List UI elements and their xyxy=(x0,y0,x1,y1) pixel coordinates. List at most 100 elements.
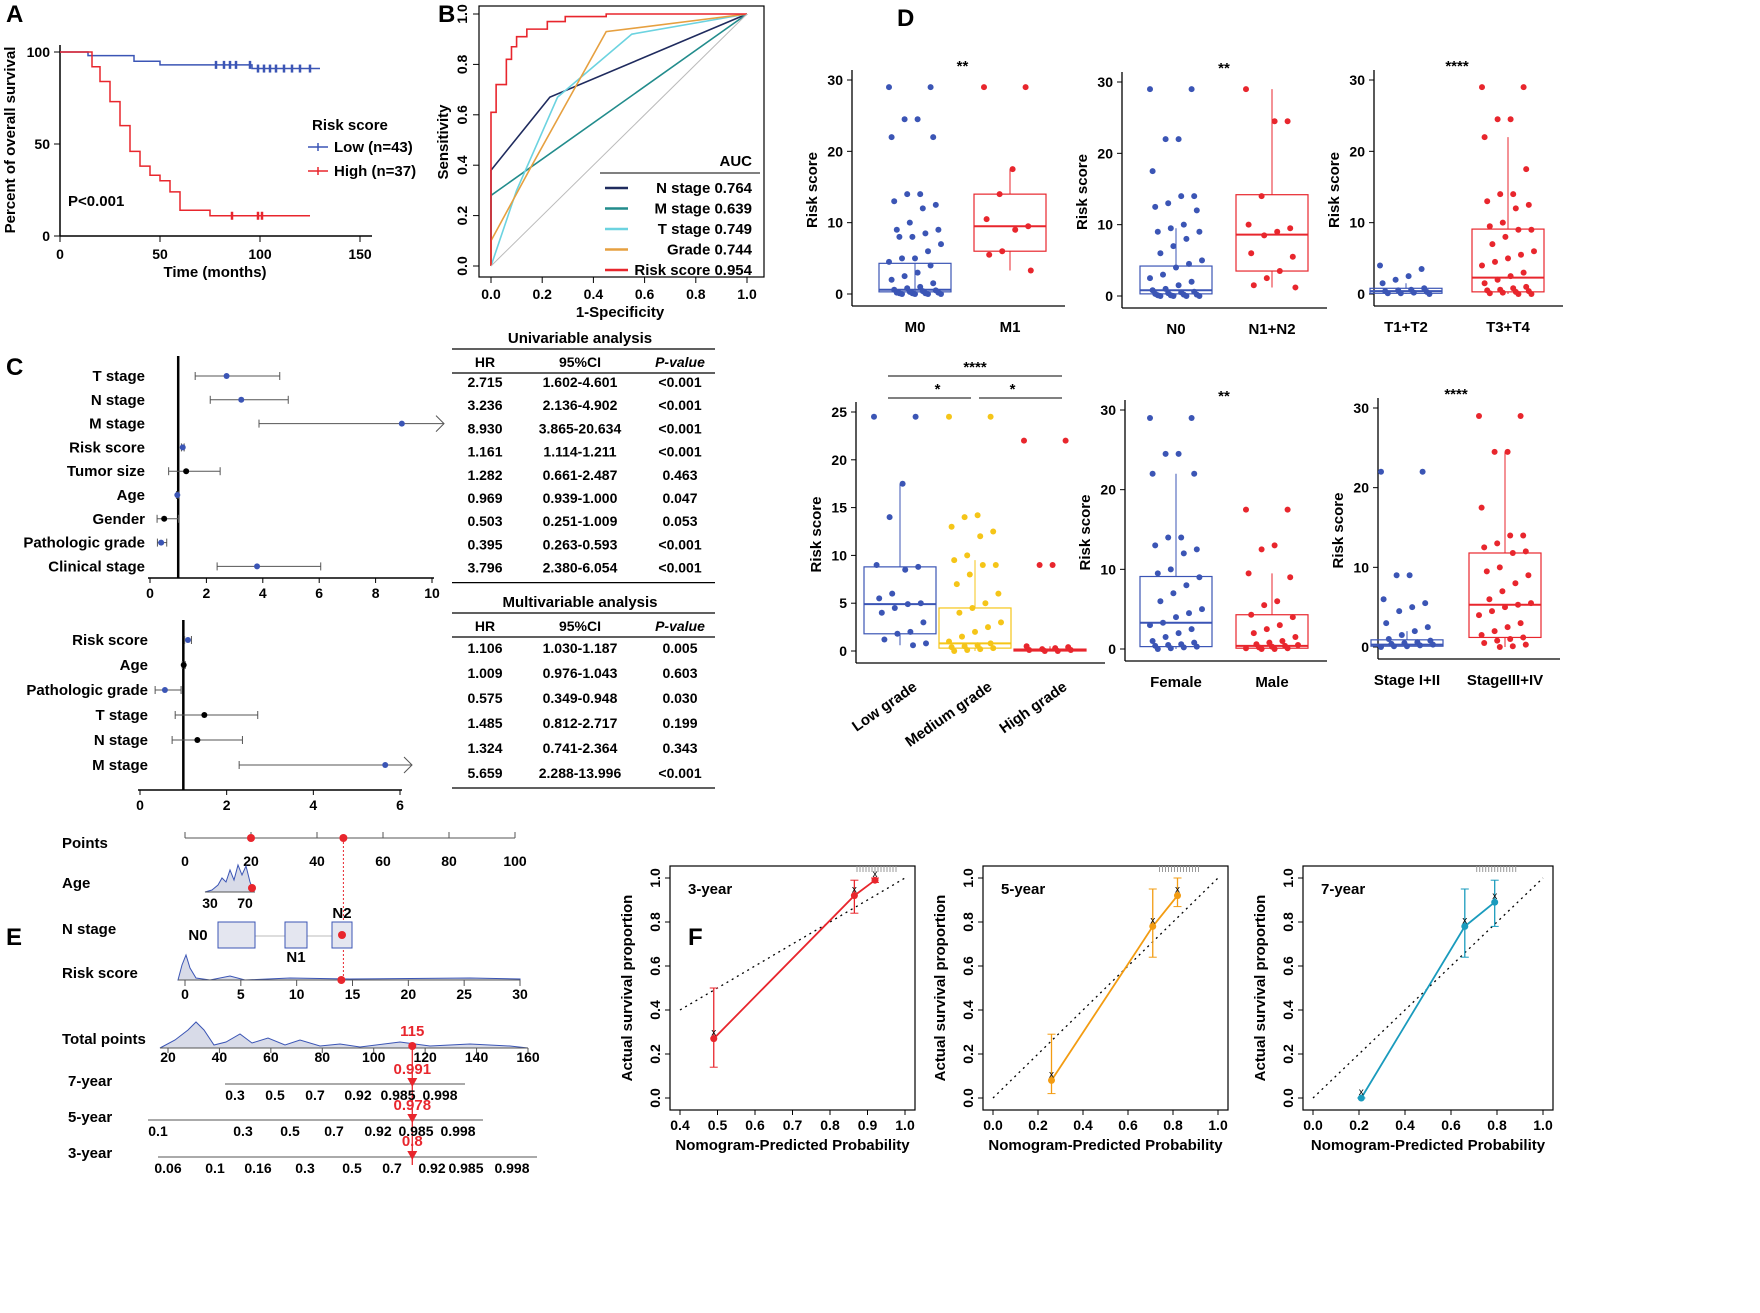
table-cell-ci: 2.380-6.054 xyxy=(543,560,618,576)
risk-tick-label: 10 xyxy=(289,986,305,1002)
data-point xyxy=(1160,271,1166,278)
y-tick-label: 1.0 xyxy=(1280,868,1296,888)
data-point xyxy=(1274,598,1281,605)
y-tick-label: 0 xyxy=(1108,641,1116,657)
data-point xyxy=(927,84,934,91)
y-tick-label: 20 xyxy=(1097,145,1113,161)
data-point xyxy=(1476,612,1482,619)
plot-frame xyxy=(982,865,1229,1111)
group-label: T3+T4 xyxy=(1486,319,1530,336)
survival-value: 0.8 xyxy=(402,1133,423,1150)
data-point xyxy=(1284,645,1291,652)
data-point xyxy=(1292,634,1299,641)
x-tick-label: 6 xyxy=(315,585,323,601)
data-point xyxy=(1494,540,1501,547)
data-point xyxy=(1276,268,1283,275)
forest-row-label: T stage xyxy=(92,368,145,385)
survival-tick-label: 0.998 xyxy=(494,1160,529,1176)
nomogram-row-label: Points xyxy=(62,835,108,852)
risk-tick-label: 30 xyxy=(512,986,528,1002)
data-point xyxy=(1486,290,1493,297)
data-point xyxy=(1507,116,1514,123)
data-point xyxy=(1505,255,1511,262)
data-point xyxy=(1517,620,1524,627)
data-point xyxy=(1165,534,1172,541)
data-point xyxy=(1012,226,1019,233)
data-point xyxy=(1188,86,1195,93)
data-point xyxy=(1517,412,1524,419)
hr-point xyxy=(161,515,168,522)
sig-stars: **** xyxy=(1444,386,1468,403)
data-point xyxy=(1492,258,1498,265)
calibration-title: 3-year xyxy=(688,881,732,898)
forest-row-label: Gender xyxy=(92,511,145,528)
x-tick-label: 8 xyxy=(372,585,380,601)
total-tick-label: 120 xyxy=(413,1049,437,1065)
data-point xyxy=(1186,260,1192,267)
data-point xyxy=(1494,276,1501,283)
data-point xyxy=(951,648,958,654)
bias-corrected-mark: x xyxy=(1492,891,1497,902)
data-point xyxy=(1504,624,1511,631)
x-tick-label: 0.8 xyxy=(1163,1117,1183,1133)
data-point xyxy=(1518,251,1524,258)
risk-tick-label: 5 xyxy=(237,986,245,1002)
y-tick-label: 1.0 xyxy=(454,4,470,24)
table-header: P-value xyxy=(655,618,705,634)
data-point xyxy=(1188,626,1195,633)
y-tick-label: 0.0 xyxy=(454,256,470,276)
panel-label-f: F xyxy=(688,924,703,951)
data-point xyxy=(1271,542,1278,549)
forest-row-label: Age xyxy=(117,487,145,504)
data-point xyxy=(1520,634,1527,641)
y-tick-label: 0.8 xyxy=(1280,912,1296,932)
points-tick-label: 0 xyxy=(181,853,189,869)
y-tick-label: 0.0 xyxy=(647,1088,663,1108)
y-axis-label: Actual survival proportion xyxy=(1252,895,1269,1082)
hr-point xyxy=(180,662,187,668)
x-tick-label: 1.0 xyxy=(737,286,757,302)
x-tick-label: 0.0 xyxy=(481,286,501,302)
data-point xyxy=(1520,532,1527,539)
group-label: M0 xyxy=(905,319,926,336)
data-point xyxy=(1022,84,1029,91)
legend-entry: High (n=37) xyxy=(334,163,416,180)
bias-corrected-mark: x xyxy=(873,869,878,880)
box xyxy=(1235,194,1309,272)
data-point xyxy=(1196,574,1203,581)
y-tick-label: 0.4 xyxy=(454,155,470,175)
data-point xyxy=(1165,200,1172,207)
data-point xyxy=(914,116,921,123)
data-point xyxy=(1528,600,1534,607)
data-point xyxy=(1418,266,1425,273)
y-axis-label: Actual survival proportion xyxy=(619,895,636,1082)
x-tick-label: 0.4 xyxy=(1395,1117,1415,1133)
data-point xyxy=(1258,546,1265,553)
survival-value: 0.991 xyxy=(394,1061,432,1078)
y-tick-label: 10 xyxy=(1100,561,1116,577)
age-density xyxy=(204,863,255,893)
data-point xyxy=(1507,636,1514,643)
y-tick-label: 20 xyxy=(827,143,843,159)
data-point xyxy=(904,191,911,198)
data-point xyxy=(1196,228,1203,235)
hr-point xyxy=(382,762,389,768)
data-point xyxy=(1525,572,1532,579)
data-point xyxy=(979,561,986,568)
y-tick-label: 0 xyxy=(835,286,843,302)
data-point xyxy=(1183,582,1190,589)
y-axis-label: Risk score xyxy=(1330,493,1347,569)
table-cell-ci: 0.976-1.043 xyxy=(543,665,618,681)
n-stage-level: N0 xyxy=(188,927,207,944)
table-cell-ci: 0.939-1.000 xyxy=(543,490,618,506)
data-point xyxy=(1162,450,1169,457)
x-tick-label: 0.9 xyxy=(858,1117,878,1133)
survival-tick-label: 0.5 xyxy=(280,1123,300,1139)
data-point xyxy=(1154,646,1161,652)
data-point xyxy=(959,633,965,640)
table-cell-hr: 0.575 xyxy=(467,690,502,706)
table-cell-hr: 2.715 xyxy=(467,374,502,390)
data-point xyxy=(1175,450,1182,457)
data-point xyxy=(920,619,927,626)
data-point xyxy=(889,590,896,597)
